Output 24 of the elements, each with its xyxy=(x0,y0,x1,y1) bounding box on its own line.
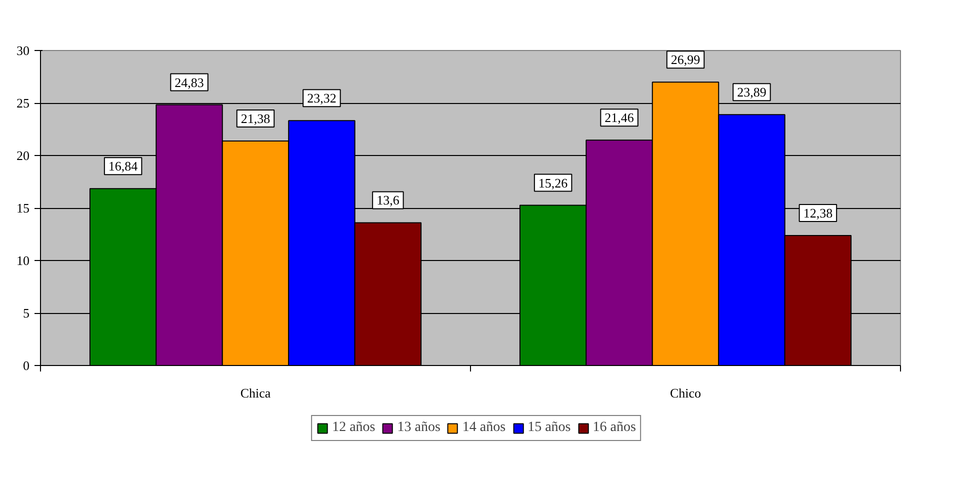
y-tick-label: 5 xyxy=(23,306,30,320)
data-label: 23,32 xyxy=(307,90,336,106)
y-tick-label: 10 xyxy=(16,253,30,268)
y-tick-label: 15 xyxy=(16,200,30,216)
data-label: 24,83 xyxy=(174,74,204,90)
legend-label: 12 años xyxy=(332,420,376,436)
y-tick-label: 25 xyxy=(16,96,30,110)
legend-label: 15 años xyxy=(528,420,571,436)
x-tick-label: Chica xyxy=(240,386,271,400)
data-label: 13,6 xyxy=(376,192,400,208)
data-label: 15,26 xyxy=(538,175,568,190)
data-label: 26,99 xyxy=(670,52,700,68)
data-label: 23,89 xyxy=(737,84,766,100)
legend-label: 16 años xyxy=(592,420,636,436)
y-tick-label: 20 xyxy=(16,148,30,163)
y-tick-label: 0 xyxy=(23,358,30,373)
data-label: 16,84 xyxy=(108,158,138,174)
legend-label: 13 años xyxy=(397,420,440,436)
data-label: 12,38 xyxy=(803,206,833,221)
data-label: 21,38 xyxy=(240,111,270,126)
data-label: 21,46 xyxy=(604,110,634,126)
y-tick-label: 30 xyxy=(16,43,30,58)
x-tick-label: Chico xyxy=(670,386,702,400)
legend-label: 14 años xyxy=(462,420,506,436)
